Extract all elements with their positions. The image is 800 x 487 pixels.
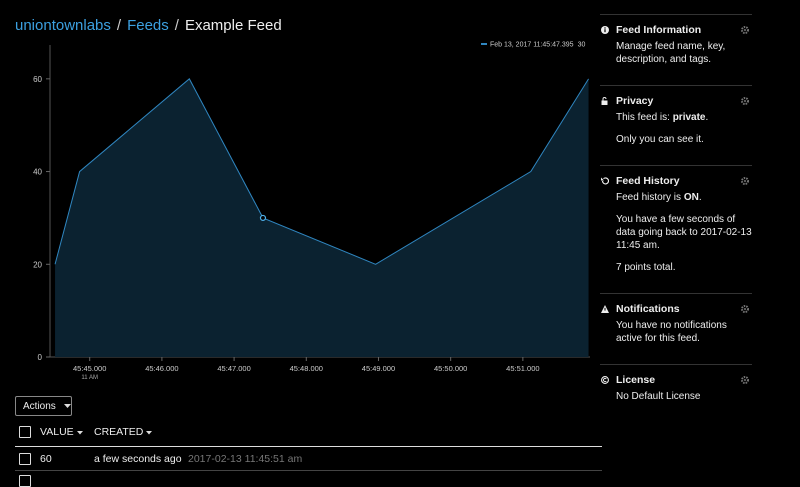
checkbox[interactable]: [19, 453, 31, 465]
column-label: VALUE: [40, 426, 74, 438]
section-text: No Default License: [616, 390, 752, 403]
section-text: You have a few seconds of data going bac…: [616, 213, 752, 252]
settings-icon[interactable]: [741, 376, 749, 384]
checkbox[interactable]: [19, 426, 31, 438]
x-tick-label: 45:46.000: [145, 364, 178, 373]
actions-button[interactable]: Actions: [15, 396, 72, 416]
section-title: License: [600, 374, 752, 387]
caret: [76, 431, 83, 435]
sidebar: Feed Information Manage feed name, key, d…: [600, 14, 752, 422]
text-run: Manage feed name, key, description, and …: [616, 41, 726, 65]
text-run: No Default License: [616, 391, 701, 402]
area: [55, 78, 589, 357]
text-run: .: [698, 192, 702, 203]
y-tick-label: 40: [33, 168, 42, 177]
y-tick-label: 0: [38, 353, 43, 362]
icon: [601, 177, 609, 185]
y-tick-label: 60: [33, 75, 42, 84]
icon: [601, 305, 609, 313]
settings-icon[interactable]: [741, 177, 749, 185]
section-title: Feed Information: [600, 24, 752, 37]
crumb-current: Example Feed: [184, 17, 282, 34]
x-tick-label: 45:51.000: [506, 364, 539, 373]
crumb-link[interactable]: uniontownlabs: [15, 17, 111, 34]
page: uniontownlabs / Feeds / Example Feed 0 20 40 60…: [15, 14, 752, 487]
tooltip: Feb 13, 2017 11:45:47.395 30: [490, 42, 585, 49]
text-run: .: [705, 112, 709, 123]
x-tick-label: 45:48.000: [290, 364, 323, 373]
text-run: 7 points total.: [616, 262, 676, 273]
sidebar-section: License No Default License: [600, 364, 752, 422]
tooltip-value: 30: [578, 42, 586, 49]
sidebar-section: Notifications You have no notifications a…: [600, 293, 752, 364]
section-text: 7 points total.: [616, 261, 752, 274]
x-sublabel: 11 AM: [81, 375, 98, 381]
title-text: Feed Information: [616, 24, 702, 36]
section-text: Only you can see it.: [616, 133, 752, 146]
crumb-sep: /: [116, 17, 122, 34]
section-text: You have no notifications active for thi…: [616, 319, 752, 345]
title-text: License: [616, 374, 656, 386]
breadcrumb: uniontownlabs / Feeds / Example Feed: [15, 17, 282, 34]
sidebar-section: Privacy This feed is: private. Only you ca…: [600, 85, 752, 165]
icon: [601, 26, 609, 34]
text-run: ON: [683, 192, 699, 203]
tooltip-date: Feb 13, 2017 11:45:47.395: [490, 42, 574, 49]
icon: [601, 376, 609, 384]
section-title: Feed History: [600, 175, 752, 188]
text-run: This feed is:: [616, 112, 673, 123]
crumb-link[interactable]: Feeds: [127, 17, 169, 34]
text-run: You have a few seconds of data going bac…: [616, 214, 752, 251]
row-rule: [15, 470, 602, 471]
chart: 0 20 40 60 45:45.000 45:46.000 45:47.000 45:48.…: [33, 42, 590, 381]
text-run: private: [672, 112, 706, 123]
button-label: Actions: [23, 401, 56, 412]
title-text: Notifications: [616, 303, 680, 315]
text-run: Only you can see it.: [616, 134, 704, 145]
column-label: CREATED: [94, 426, 144, 438]
caret: [63, 404, 71, 409]
column-header[interactable]: CREATED: [94, 426, 153, 438]
section-title: Privacy: [600, 95, 752, 108]
x-tick-label: 45:45.000: [73, 364, 106, 373]
x-tick-label: 45:49.000: [362, 364, 395, 373]
caret: [146, 431, 153, 435]
icon: [601, 97, 608, 105]
crumb-sep: /: [174, 17, 179, 34]
settings-icon[interactable]: [741, 26, 749, 34]
sidebar-section: Feed Information Manage feed name, key, d…: [600, 14, 752, 85]
settings-icon[interactable]: [741, 97, 749, 105]
section-text: Feed history is ON.: [616, 191, 752, 204]
title-text: Privacy: [616, 95, 654, 107]
cell: 2017-02-13 11:45:51 am: [188, 453, 303, 465]
section-text: Manage feed name, key, description, and …: [616, 40, 752, 66]
column-header[interactable]: VALUE: [40, 426, 83, 438]
cell: a few seconds ago: [94, 453, 182, 465]
section-title: Notifications: [600, 303, 752, 316]
header-rule: [15, 446, 602, 447]
highlight-point: [259, 214, 267, 222]
settings-icon[interactable]: [741, 305, 749, 313]
text-run: Feed history is: [616, 192, 684, 203]
title-text: Feed History: [616, 175, 680, 187]
x-tick-label: 45:50.000: [434, 364, 467, 373]
section-text: This feed is: private.: [616, 111, 752, 124]
x-tick-label: 45:47.000: [217, 364, 250, 373]
text-run: You have no notifications active for thi…: [616, 320, 727, 344]
cell: 60: [40, 453, 52, 465]
y-tick-label: 20: [33, 260, 42, 269]
sidebar-section: Feed History Feed history is ON. You have …: [600, 165, 752, 293]
